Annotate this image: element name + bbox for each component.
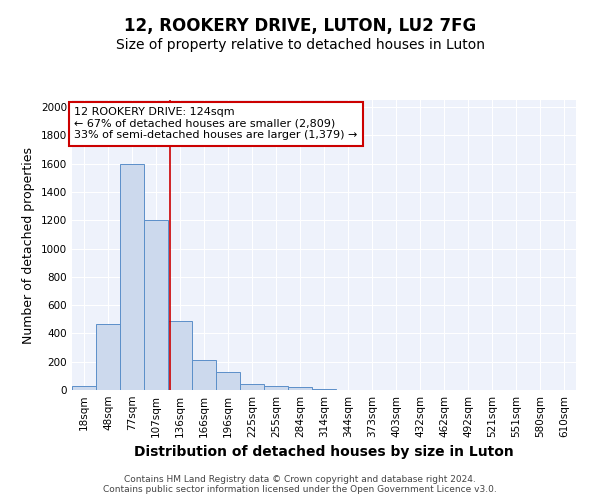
Bar [144, 220, 168, 390]
Bar [264, 386, 288, 390]
Text: Contains HM Land Registry data © Crown copyright and database right 2024.
Contai: Contains HM Land Registry data © Crown c… [103, 474, 497, 494]
Bar [216, 372, 240, 390]
Bar [192, 360, 216, 390]
Text: 12, ROOKERY DRIVE, LUTON, LU2 7FG: 12, ROOKERY DRIVE, LUTON, LU2 7FG [124, 18, 476, 36]
Text: Size of property relative to detached houses in Luton: Size of property relative to detached ho… [115, 38, 485, 52]
Bar [120, 164, 144, 390]
Y-axis label: Number of detached properties: Number of detached properties [22, 146, 35, 344]
Text: 12 ROOKERY DRIVE: 124sqm
← 67% of detached houses are smaller (2,809)
33% of sem: 12 ROOKERY DRIVE: 124sqm ← 67% of detach… [74, 107, 358, 140]
Bar [240, 384, 264, 390]
Bar [72, 386, 96, 390]
Bar [312, 388, 336, 390]
Bar [288, 387, 312, 390]
Bar [96, 324, 120, 390]
X-axis label: Distribution of detached houses by size in Luton: Distribution of detached houses by size … [134, 446, 514, 460]
Bar [168, 320, 192, 390]
